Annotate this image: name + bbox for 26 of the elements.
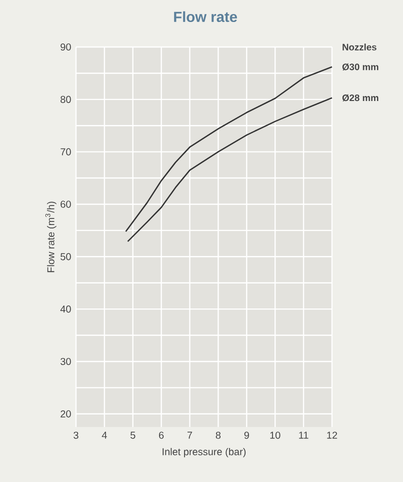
y-tick-label: 20 xyxy=(60,410,71,418)
y-tick-label: 70 xyxy=(60,148,71,156)
x-tick-label: 9 xyxy=(244,432,249,439)
x-tick-label: 11 xyxy=(299,432,308,439)
y-tick-label: 40 xyxy=(60,306,71,313)
x-tick-label: 3 xyxy=(74,432,78,439)
x-tick-label: 10 xyxy=(270,432,280,439)
series-label: Ø28 mm xyxy=(342,94,378,102)
line-series xyxy=(125,66,333,232)
x-tick-label: 5 xyxy=(130,432,136,439)
x-tick-label: 8 xyxy=(216,432,221,439)
series-label: Ø30 mm xyxy=(342,63,378,70)
y-tick-label: 90 xyxy=(60,43,71,51)
x-tick-label: 12 xyxy=(327,432,338,439)
x-tick-label: 7 xyxy=(188,432,192,439)
chart-title: Flow rate xyxy=(174,11,238,22)
legend-title: Nozzles xyxy=(342,44,376,50)
y-axis-title: Flow rate (m$^{3}$/h) xyxy=(45,202,56,272)
x-tick-label: 6 xyxy=(159,432,164,439)
line-series xyxy=(127,97,333,242)
y-tick-label: 50 xyxy=(60,253,71,260)
y-tick-label: 60 xyxy=(60,200,71,208)
x-axis-title: Inlet pressure (bar) xyxy=(162,448,246,458)
y-tick-label: 30 xyxy=(60,358,71,366)
x-tick-label: 4 xyxy=(102,432,107,439)
y-tick-label: 80 xyxy=(60,96,71,103)
